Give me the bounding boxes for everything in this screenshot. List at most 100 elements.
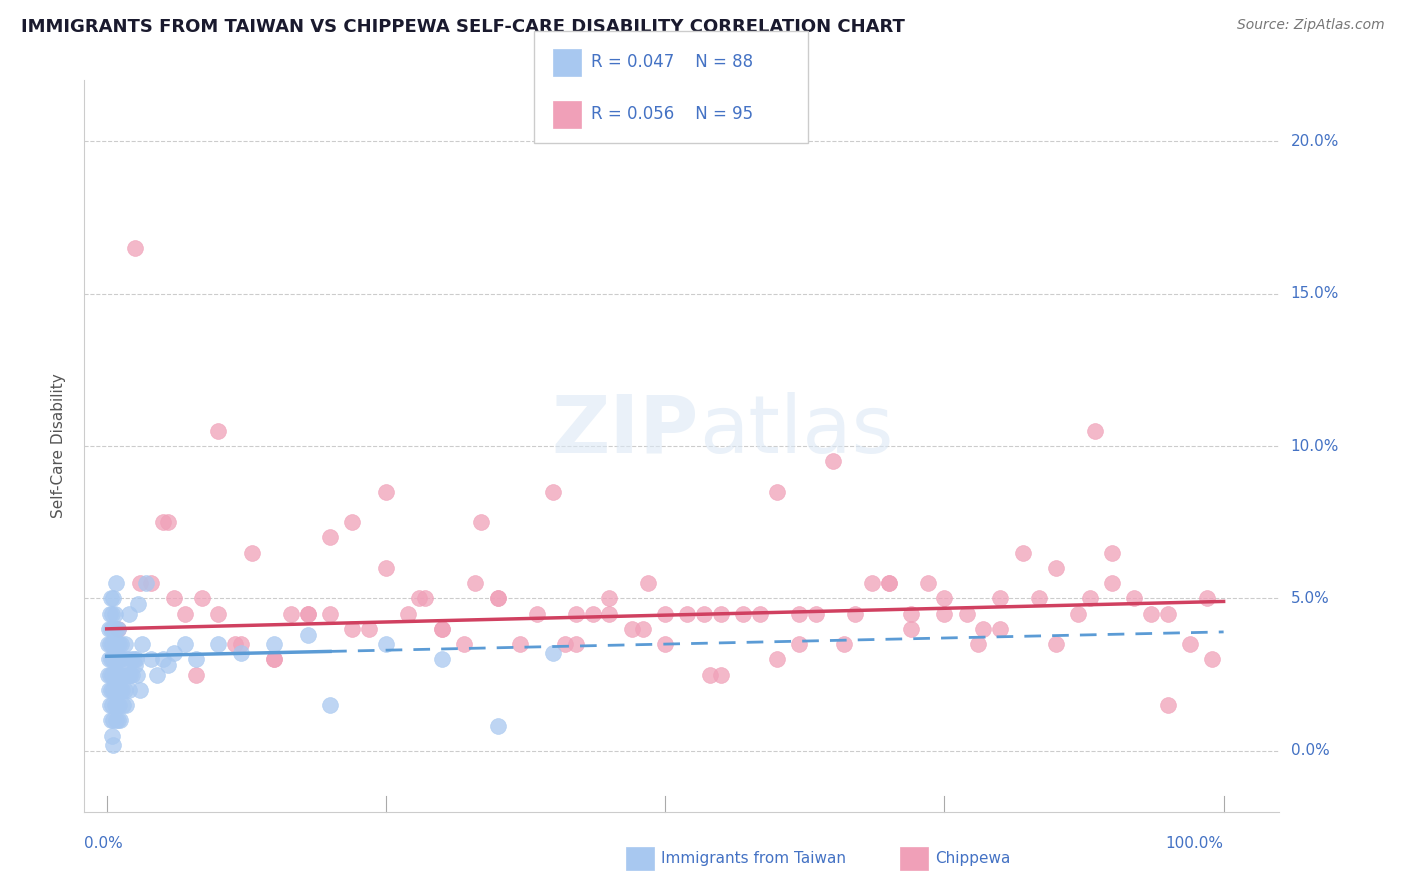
Point	[1123, 591, 1146, 606]
Point	[127, 598, 149, 612]
Point	[1045, 637, 1067, 651]
Point	[129, 576, 152, 591]
Point	[141, 652, 163, 666]
Point	[263, 637, 285, 651]
Point	[100, 652, 122, 666]
Point	[654, 607, 676, 621]
Point	[184, 667, 207, 681]
Point	[97, 622, 120, 636]
Point	[101, 607, 124, 621]
Point	[1140, 607, 1163, 621]
Point	[229, 637, 252, 651]
Point	[97, 637, 120, 651]
Point	[1157, 698, 1180, 712]
Point	[631, 622, 654, 636]
Point	[877, 576, 900, 591]
Text: Chippewa: Chippewa	[935, 852, 1011, 866]
Point	[1157, 607, 1180, 621]
Point	[163, 646, 186, 660]
Point	[699, 667, 721, 681]
Point	[101, 729, 124, 743]
Point	[110, 637, 132, 651]
Point	[108, 637, 131, 651]
Text: atlas: atlas	[699, 392, 893, 470]
Point	[173, 637, 195, 651]
Point	[1195, 591, 1218, 606]
Point	[374, 637, 396, 651]
Point	[108, 652, 131, 666]
Point	[105, 698, 128, 712]
Point	[297, 628, 319, 642]
Point	[207, 637, 229, 651]
Point	[988, 622, 1011, 636]
Point	[103, 682, 125, 697]
Point	[129, 682, 152, 697]
Point	[972, 622, 994, 636]
Point	[844, 607, 866, 621]
Point	[263, 652, 285, 666]
Point	[430, 622, 453, 636]
Point	[103, 607, 125, 621]
Point	[103, 698, 125, 712]
Point	[956, 607, 979, 621]
Text: 20.0%: 20.0%	[1291, 134, 1339, 149]
Point	[804, 607, 827, 621]
Point	[207, 607, 229, 621]
Point	[97, 682, 120, 697]
Point	[173, 607, 195, 621]
Point	[122, 652, 145, 666]
Text: 15.0%: 15.0%	[1291, 286, 1339, 301]
Point	[163, 591, 186, 606]
Point	[1178, 637, 1201, 651]
Point	[342, 622, 364, 636]
Point	[101, 667, 124, 681]
Point	[120, 652, 142, 666]
Point	[917, 576, 939, 591]
Point	[543, 484, 565, 499]
Point	[464, 576, 486, 591]
Point	[1045, 561, 1067, 575]
Point	[565, 607, 588, 621]
Point	[104, 714, 127, 728]
Point	[967, 637, 990, 651]
Point	[263, 652, 285, 666]
Point	[105, 667, 128, 681]
Point	[104, 682, 127, 697]
Point	[118, 607, 141, 621]
Point	[821, 454, 844, 468]
Point	[117, 667, 139, 681]
Point	[598, 591, 620, 606]
Point	[374, 484, 396, 499]
Point	[526, 607, 548, 621]
Point	[430, 652, 453, 666]
Point	[934, 591, 956, 606]
Text: Immigrants from Taiwan: Immigrants from Taiwan	[661, 852, 846, 866]
Point	[787, 637, 810, 651]
Point	[121, 667, 143, 681]
Point	[710, 607, 733, 621]
Point	[1078, 591, 1101, 606]
Point	[111, 652, 134, 666]
Point	[124, 658, 146, 673]
Point	[103, 622, 125, 636]
Text: 10.0%: 10.0%	[1291, 439, 1339, 453]
Point	[108, 667, 131, 681]
Point	[135, 576, 157, 591]
Point	[115, 652, 138, 666]
Point	[297, 607, 319, 621]
Point	[934, 607, 956, 621]
Point	[100, 622, 122, 636]
Point	[676, 607, 699, 621]
Point	[98, 607, 121, 621]
Text: 100.0%: 100.0%	[1166, 836, 1223, 851]
Point	[280, 607, 302, 621]
Point	[101, 698, 124, 712]
Point	[114, 637, 136, 651]
Point	[108, 682, 131, 697]
Text: R = 0.047    N = 88: R = 0.047 N = 88	[591, 54, 752, 71]
Point	[97, 667, 120, 681]
Text: R = 0.056    N = 95: R = 0.056 N = 95	[591, 105, 752, 123]
Point	[101, 637, 124, 651]
Point	[114, 698, 136, 712]
Point	[124, 241, 146, 255]
